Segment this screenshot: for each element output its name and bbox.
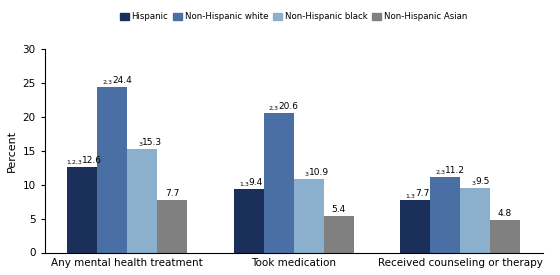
- Text: 12.6: 12.6: [82, 156, 102, 165]
- Text: 4.8: 4.8: [498, 209, 512, 218]
- Y-axis label: Percent: Percent: [7, 130, 17, 172]
- Text: 10.9: 10.9: [309, 167, 329, 177]
- Text: 2,3: 2,3: [269, 106, 279, 111]
- Text: 1,3: 1,3: [239, 182, 249, 187]
- Text: 3: 3: [138, 142, 142, 147]
- Bar: [430, 177, 460, 252]
- Legend: Hispanic, Non-Hispanic white, Non-Hispanic black, Non-Hispanic Asian: Hispanic, Non-Hispanic white, Non-Hispan…: [117, 9, 470, 25]
- Text: 7.7: 7.7: [165, 189, 179, 198]
- Text: 2,3: 2,3: [102, 80, 113, 85]
- Bar: [400, 200, 430, 252]
- Bar: [264, 113, 293, 252]
- Bar: [97, 87, 127, 252]
- Text: 1,2,3: 1,2,3: [67, 160, 82, 165]
- Text: 5.4: 5.4: [332, 205, 346, 214]
- Text: 3: 3: [471, 181, 475, 186]
- Bar: [234, 189, 264, 252]
- Bar: [324, 216, 353, 252]
- Text: 11.2: 11.2: [445, 166, 465, 175]
- Bar: [460, 188, 490, 252]
- Bar: [490, 220, 520, 252]
- Bar: [127, 149, 157, 252]
- Bar: [157, 200, 187, 252]
- Bar: [67, 167, 97, 252]
- Text: 2,3: 2,3: [435, 170, 445, 175]
- Text: 15.3: 15.3: [142, 138, 162, 147]
- Text: 20.6: 20.6: [279, 102, 298, 111]
- Text: 1,3: 1,3: [405, 193, 415, 198]
- Bar: [293, 179, 324, 252]
- Text: 7.7: 7.7: [415, 189, 430, 198]
- Text: 3: 3: [305, 172, 309, 177]
- Text: 9.5: 9.5: [475, 177, 489, 186]
- Text: 24.4: 24.4: [113, 76, 132, 85]
- Text: 9.4: 9.4: [249, 178, 263, 187]
